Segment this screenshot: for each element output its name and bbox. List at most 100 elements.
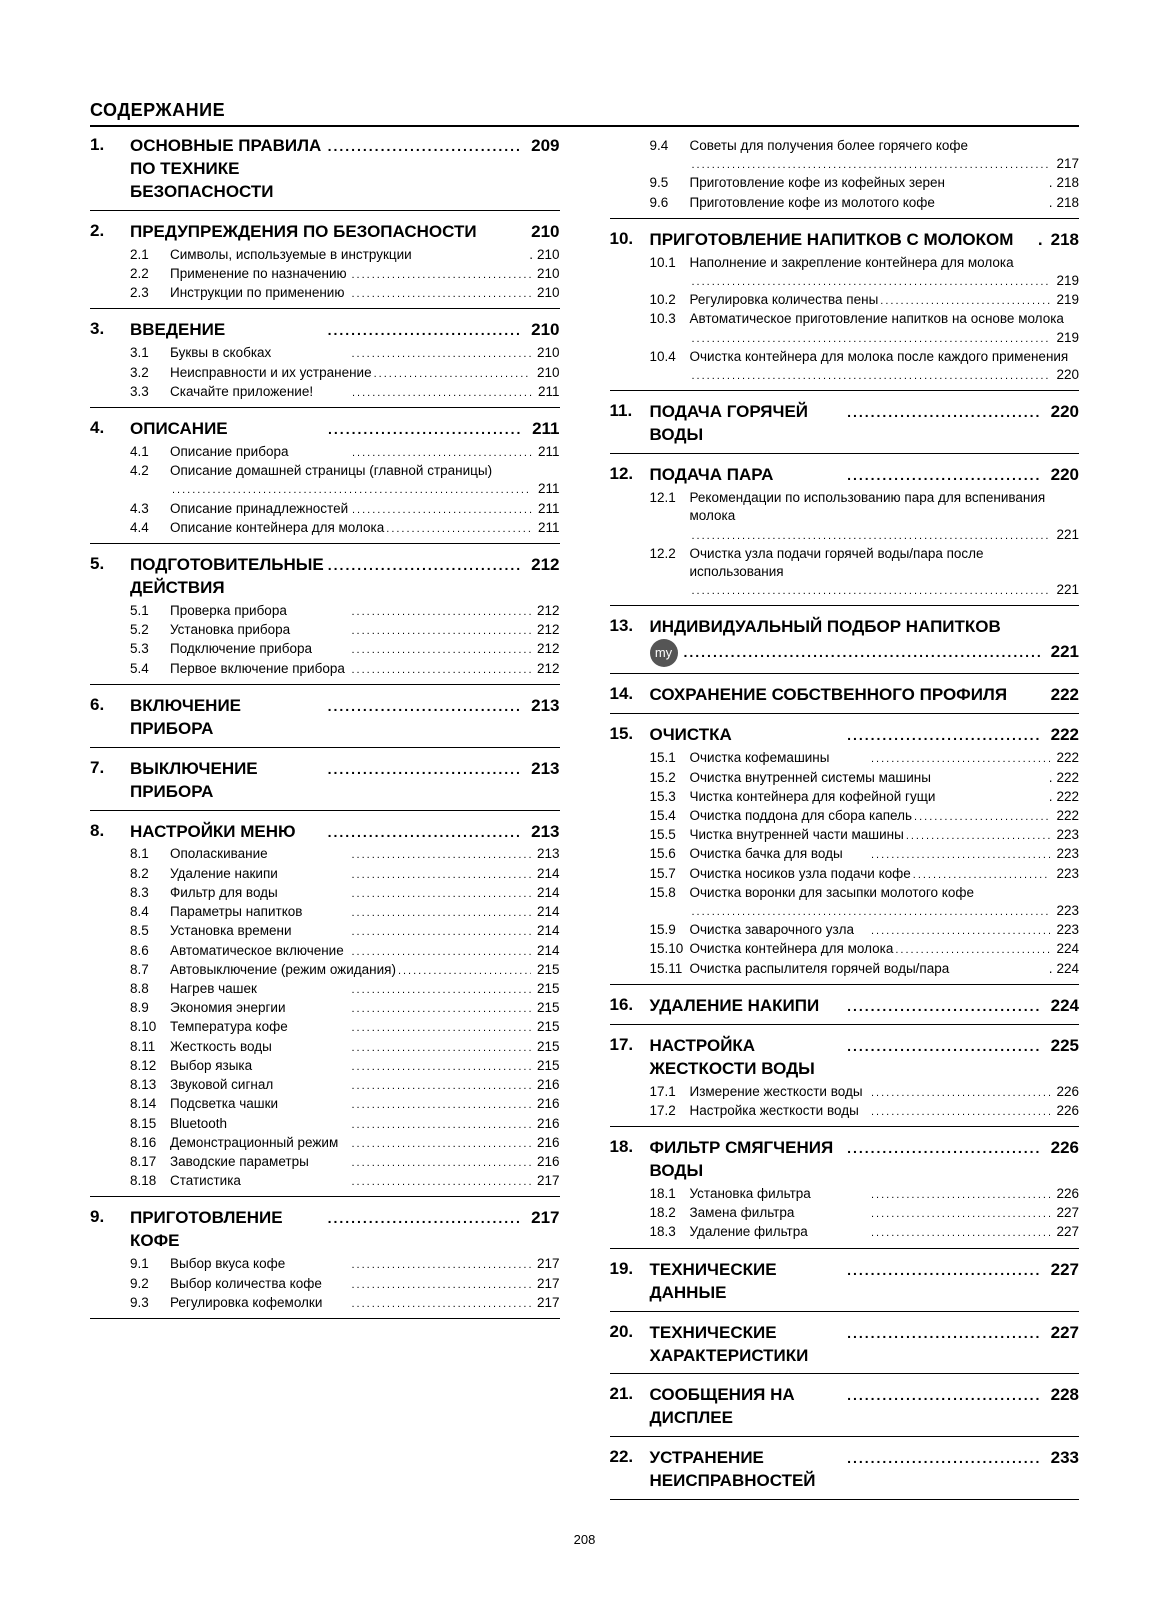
- toc-sub-page: 216: [533, 1134, 560, 1152]
- toc-sub-entry: 3.3Скачайте приложение!211: [130, 383, 560, 401]
- toc-sub-entry: 8.13Звуковой сигнал216: [130, 1076, 560, 1094]
- toc-section-number: 12.: [610, 464, 650, 599]
- toc-sub-text: Описание принадлежностей211: [170, 500, 560, 518]
- toc-sub-number: 8.1: [130, 845, 170, 863]
- toc-sub-text: Очистка поддона для сбора капель222: [690, 807, 1080, 825]
- my-icon: my: [650, 639, 678, 667]
- toc-section: 10.ПРИГОТОВЛЕНИЕ НАПИТКОВ С МОЛОКОМ . 21…: [610, 229, 1080, 391]
- toc-sub-number: 10.1: [650, 254, 690, 290]
- toc-sub-number: 8.15: [130, 1115, 170, 1133]
- toc-sub-entry: 5.4Первое включение прибора212: [130, 660, 560, 678]
- toc-section-page: 228: [1043, 1384, 1079, 1407]
- toc-sub-text: Рекомендации по использованию пара для в…: [690, 489, 1080, 544]
- toc-sub-number: 17.1: [650, 1083, 690, 1101]
- toc-sub-text: Очистка бачка для воды223: [690, 845, 1080, 863]
- toc-sub-text: Выбор языка215: [170, 1057, 560, 1075]
- toc-sub-number: 9.1: [130, 1255, 170, 1273]
- toc-sub-number: 8.2: [130, 865, 170, 883]
- toc-section-page: 227: [1043, 1259, 1079, 1282]
- toc-sub-text: Фильтр для воды214: [170, 884, 560, 902]
- toc-sub-text: Чистка контейнера для кофейной гущи .222: [690, 788, 1080, 806]
- toc-sub-page: 212: [533, 640, 560, 658]
- toc-section: 9.ПРИГОТОВЛЕНИЕ КОФЕ 2179.1Выбор вкуса к…: [90, 1207, 560, 1319]
- toc-sub-text: Приготовление кофе из кофейных зерен .21…: [690, 174, 1080, 192]
- toc-sub-number: 2.2: [130, 265, 170, 283]
- toc-section-page: 225: [1043, 1035, 1079, 1058]
- toc-section-number: 22.: [610, 1447, 650, 1493]
- toc-sub-number: 15.1: [650, 749, 690, 767]
- toc-sub-page: 221: [1052, 581, 1079, 599]
- toc-sub-number: 8.11: [130, 1038, 170, 1056]
- toc-section: 14.СОХРАНЕНИЕ СОБСТВЕННОГО ПРОФИЛЯ 222: [610, 684, 1080, 714]
- toc-sub-page: 223: [1052, 845, 1079, 863]
- toc-sub-number: 10.3: [650, 310, 690, 346]
- toc-sub-page: 213: [533, 845, 560, 863]
- toc-sub-entry: 8.9Экономия энергии215: [130, 999, 560, 1017]
- toc-section-number: 16.: [610, 995, 650, 1018]
- toc-sub-entry: 8.3Фильтр для воды214: [130, 884, 560, 902]
- toc-section-number: 20.: [610, 1322, 650, 1368]
- toc-sub-page: 210: [533, 246, 560, 264]
- toc-section-number: 10.: [610, 229, 650, 384]
- toc-sub-text: Инструкции по применению210: [170, 284, 560, 302]
- toc-sub-number: 15.5: [650, 826, 690, 844]
- toc-section-page: 222: [1033, 684, 1079, 707]
- toc-sub-page: 215: [533, 1018, 560, 1036]
- toc-sub-page: 224: [1052, 960, 1079, 978]
- toc-sub-page: 224: [1052, 940, 1079, 958]
- toc-section-page: 224: [1043, 995, 1079, 1018]
- toc-sub-text: Экономия энергии215: [170, 999, 560, 1017]
- toc-sub-page: 219: [1052, 272, 1079, 290]
- toc-sub-number: 17.2: [650, 1102, 690, 1120]
- toc-sub-text: Очистка контейнера для молока после кажд…: [690, 348, 1080, 384]
- toc-section-title: ТЕХНИЧЕСКИЕ ДАННЫЕ 227: [650, 1259, 1080, 1305]
- toc-sub-entry: 9.3Регулировка кофемолки217: [130, 1294, 560, 1312]
- toc-sub-entry: 9.2Выбор количества кофе217: [130, 1275, 560, 1293]
- toc-sub-text: Выбор количества кофе217: [170, 1275, 560, 1293]
- toc-sub-text: Температура кофе215: [170, 1018, 560, 1036]
- toc-sub-entry: 4.3Описание принадлежностей211: [130, 500, 560, 518]
- toc-sub-text: Советы для получения более горячего кофе…: [690, 137, 1080, 173]
- toc-sub-text: Настройка жесткости воды226: [690, 1102, 1080, 1120]
- toc-sub-entry: 8.1Ополаскивание213: [130, 845, 560, 863]
- toc-section-title: ПРЕДУПРЕЖДЕНИЯ ПО БЕЗОПАСНОСТИ 210: [130, 221, 560, 244]
- toc-section-number: 15.: [610, 724, 650, 978]
- toc-sub-entry: 9.1Выбор вкуса кофе217: [130, 1255, 560, 1273]
- toc-sub-page: 226: [1052, 1185, 1079, 1203]
- toc-sub-page: 217: [1052, 155, 1079, 173]
- toc-sub-page: 217: [533, 1255, 560, 1273]
- toc-sub-text: Описание прибора211: [170, 443, 560, 461]
- toc-section-page: 220: [1043, 464, 1079, 487]
- toc-sub-entry: 10.2Регулировка количества пены219: [650, 291, 1080, 309]
- toc-section: 11.ПОДАЧА ГОРЯЧЕЙ ВОДЫ 220: [610, 401, 1080, 454]
- toc-sub-entry: 8.7Автовыключение (режим ожидания)215: [130, 961, 560, 979]
- toc-section-title: УСТРАНЕНИЕ НЕИСПРАВНОСТЕЙ 233: [650, 1447, 1080, 1493]
- toc-section-page: 211: [524, 418, 559, 441]
- toc-sub-number: 15.9: [650, 921, 690, 939]
- toc-section-number: 7.: [90, 758, 130, 804]
- toc-section-title: ПОДАЧА ГОРЯЧЕЙ ВОДЫ 220: [650, 401, 1080, 447]
- toc-sub-text: Приготовление кофе из молотого кофе .218: [690, 194, 1080, 212]
- toc-section-number: 5.: [90, 554, 130, 678]
- toc-sub-text: Регулировка количества пены219: [690, 291, 1080, 309]
- toc-section-page: 227: [1043, 1322, 1079, 1345]
- toc-sub-entry: 8.5Установка времени214: [130, 922, 560, 940]
- toc-sub-text: Очистка распылителя горячей воды/пара .2…: [690, 960, 1080, 978]
- toc-section-page: 226: [1043, 1137, 1079, 1160]
- toc-sub-entry: 15.4Очистка поддона для сбора капель222: [650, 807, 1080, 825]
- toc-section: 20.ТЕХНИЧЕСКИЕ ХАРАКТЕРИСТИКИ 227: [610, 1322, 1080, 1375]
- toc-sub-text: Установка фильтра226: [690, 1185, 1080, 1203]
- toc-sub-page: 223: [1052, 865, 1079, 883]
- toc-sub-page: 216: [533, 1115, 560, 1133]
- toc-section: 15.ОЧИСТКА 22215.1Очистка кофемашины2221…: [610, 724, 1080, 985]
- toc-section-title: ОПИСАНИЕ 211: [130, 418, 560, 441]
- toc-section-title: ТЕХНИЧЕСКИЕ ХАРАКТЕРИСТИКИ 227: [650, 1322, 1080, 1368]
- toc-sub-number: 15.2: [650, 769, 690, 787]
- toc-section-number: 11.: [610, 401, 650, 447]
- toc-sub-entry: 8.16Демонстрационный режим216: [130, 1134, 560, 1152]
- toc-sub-text: Очистка воронки для засыпки молотого коф…: [690, 884, 1080, 920]
- toc-sub-page: 219: [1052, 329, 1079, 347]
- toc-sub-number: 8.6: [130, 942, 170, 960]
- toc-sub-number: 8.3: [130, 884, 170, 902]
- toc-section-number: 1.: [90, 135, 130, 204]
